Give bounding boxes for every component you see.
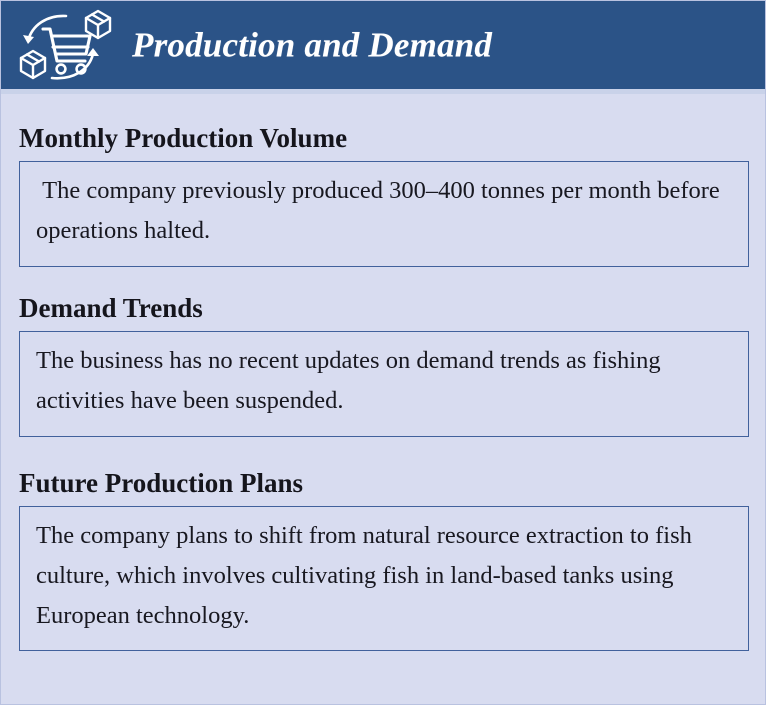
section-heading: Future Production Plans bbox=[19, 468, 304, 498]
page-title: Production and Demand bbox=[132, 25, 493, 65]
section-body-text: The company previously produced 300–400 … bbox=[36, 177, 726, 245]
slide-content: Monthly Production Volume The company pr… bbox=[1, 94, 765, 704]
shopping-cart-supply-chain-icon bbox=[13, 5, 117, 87]
section-body-box: The company previously produced 300–400 … bbox=[19, 161, 749, 268]
section-monthly-production-volume: Monthly Production Volume The company pr… bbox=[19, 123, 749, 268]
section-body-text: The business has no recent updates on de… bbox=[36, 347, 667, 415]
section-body-box: The company plans to shift from natural … bbox=[19, 506, 749, 652]
section-heading: Monthly Production Volume bbox=[19, 123, 348, 153]
section-body-box: The business has no recent updates on de… bbox=[19, 331, 749, 438]
slide-header: Production and Demand bbox=[1, 1, 765, 89]
section-body-text: The company plans to shift from natural … bbox=[36, 522, 698, 629]
header-underline-divider bbox=[1, 89, 765, 94]
section-heading: Demand Trends bbox=[19, 293, 203, 323]
section-demand-trends: Demand Trends The business has no recent… bbox=[19, 293, 749, 438]
section-future-production-plans: Future Production Plans The company plan… bbox=[19, 468, 749, 652]
